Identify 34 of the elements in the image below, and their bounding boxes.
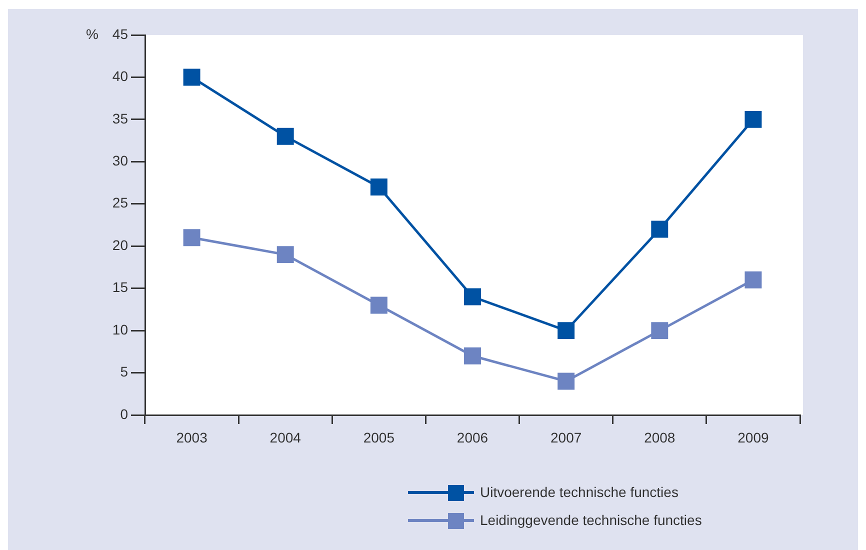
point	[651, 220, 668, 238]
y-tick-label: 25	[112, 194, 128, 211]
point	[370, 178, 388, 196]
y-tick-label: 0	[120, 406, 128, 422]
x-tick-label: 2007	[550, 429, 582, 446]
y-tick-label: 5	[120, 364, 128, 380]
point	[370, 296, 388, 314]
legend-label: Uitvoerende technische functies	[480, 484, 678, 500]
point	[744, 110, 762, 128]
point	[558, 372, 575, 390]
point	[464, 347, 481, 364]
point	[183, 68, 200, 86]
y-axis-title: %	[86, 26, 98, 42]
x-tick-label: 2009	[738, 429, 769, 446]
point	[276, 128, 294, 145]
x-tick-label: 2008	[644, 429, 676, 446]
y-tick-label: 10	[112, 321, 128, 338]
x-tick-label: 2004	[270, 429, 302, 446]
x-tick-label: 2003	[176, 429, 208, 446]
point	[183, 229, 200, 246]
point	[276, 246, 294, 264]
y-tick-label: 30	[112, 152, 128, 169]
point	[558, 322, 575, 340]
legend-label: Leidinggevende technische functies	[480, 512, 702, 528]
y-tick-label: 45	[112, 26, 128, 42]
y-tick-label: 15	[112, 279, 128, 296]
point	[464, 288, 481, 306]
point	[651, 322, 668, 340]
y-tick-label: 35	[112, 110, 128, 126]
point	[744, 271, 762, 288]
x-tick-label: 2005	[363, 429, 395, 446]
y-tick-label: 20	[112, 236, 128, 253]
y-tick-label: 40	[112, 68, 128, 84]
x-tick-label: 2006	[456, 429, 488, 446]
